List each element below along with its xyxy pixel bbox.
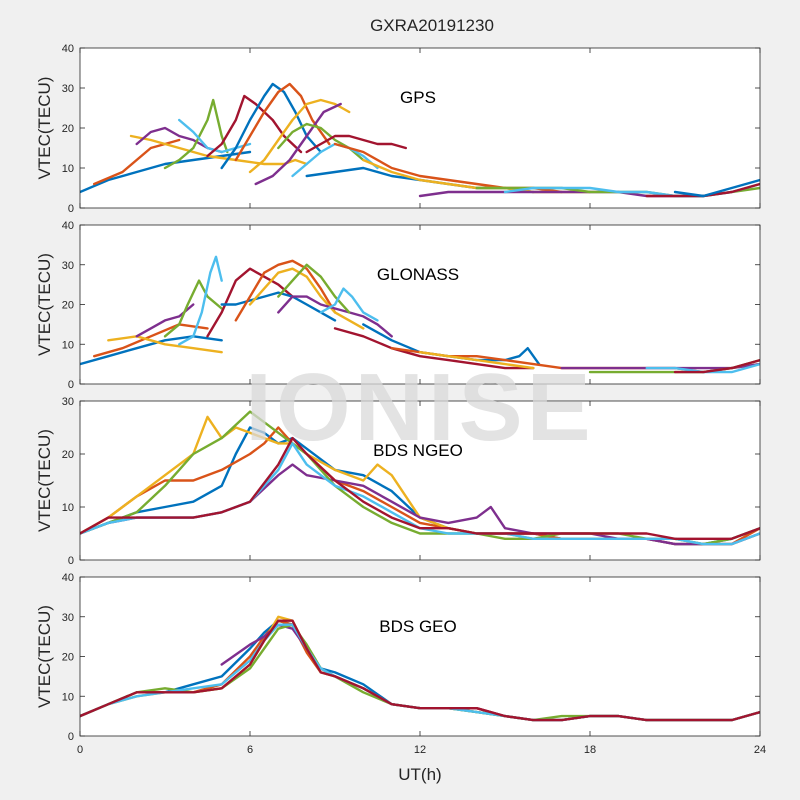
series-group: [80, 255, 760, 374]
series-line: [220, 291, 337, 322]
y-tick-label: 0: [68, 203, 74, 215]
y-tick-label: 10: [62, 502, 74, 514]
series-line: [178, 255, 223, 346]
y-tick-label: 20: [62, 449, 74, 461]
x-tick-label: 12: [414, 744, 426, 756]
y-tick-label: 40: [62, 572, 74, 584]
y-axis-label: VTEC(TECU): [35, 605, 54, 708]
series-group: [80, 410, 760, 546]
y-tick-label: 30: [62, 83, 74, 95]
series-line: [673, 358, 760, 374]
axes-background: [80, 577, 760, 736]
panel-gps: 0 10 20 30 40 VTEC(TECU) GPS: [35, 43, 761, 215]
y-tick-label: 0: [68, 731, 74, 743]
y-tick-label: 30: [62, 612, 74, 624]
y-tick-label: 10: [62, 339, 74, 351]
watermark: IONISE: [245, 354, 594, 461]
series-line: [80, 436, 760, 540]
panel-glonass: 0 10 20 30 40 VTEC(TECU) GLONASS: [35, 220, 761, 391]
y-axis-label: VTEC(TECU): [35, 429, 54, 532]
y-tick-label: 0: [68, 379, 74, 391]
y-tick-label: 10: [62, 163, 74, 175]
y-tick-label: 20: [62, 123, 74, 135]
y-axis-label: VTEC(TECU): [35, 77, 54, 180]
series-line: [254, 102, 342, 186]
series-line: [234, 82, 331, 162]
y-axis-label: VTEC(TECU): [35, 253, 54, 356]
panel-label: GPS: [400, 88, 436, 107]
series-line: [319, 287, 379, 322]
series-line: [93, 323, 209, 358]
figure-title: GXRA20191230: [370, 16, 494, 35]
y-tick-label: 10: [62, 691, 74, 703]
y-tick-label: 20: [62, 652, 74, 664]
axes-background: [80, 48, 760, 208]
y-tick-label: 30: [62, 396, 74, 408]
series-line: [107, 335, 223, 354]
panel-label: GLONASS: [377, 265, 459, 284]
series-line: [673, 178, 760, 198]
series-line: [80, 150, 252, 194]
y-tick-label: 40: [62, 43, 74, 55]
series-line: [418, 351, 535, 370]
series-line: [220, 82, 322, 170]
x-tick-label: 6: [247, 744, 253, 756]
series-line: [248, 98, 351, 174]
series-line: [163, 98, 229, 170]
series-line: [80, 619, 760, 722]
series-line: [234, 259, 337, 322]
series-line: [80, 335, 223, 366]
y-tick-label: 40: [62, 220, 74, 232]
y-tick-label: 30: [62, 260, 74, 272]
panels: 0 10 20 30 40 VTEC(TECU) GPS 0 10 20 30 40 VTEC(TECU…: [35, 43, 766, 756]
panel-label: BDS GEO: [379, 617, 456, 636]
series-group: [80, 82, 760, 198]
x-tick-label: 24: [754, 744, 766, 756]
x-tick-label: 0: [77, 744, 83, 756]
panel-bds-ngeo: 0 10 20 30 VTEC(TECU) BDS NGEO: [35, 396, 761, 567]
panel-bds-geo: 0 10 20 30 40 0 6 12 18 24 VTEC(TECU) BDS GEO: [35, 572, 766, 756]
series-line: [248, 267, 365, 330]
series-line: [163, 279, 223, 338]
series-line: [277, 295, 393, 338]
panel-label: BDS NGEO: [373, 441, 463, 460]
x-tick-label: 18: [584, 744, 596, 756]
series-group: [80, 615, 760, 722]
series-line: [333, 327, 535, 370]
series-line: [80, 410, 760, 546]
series-line: [206, 267, 294, 338]
x-axis-label: UT(h): [398, 765, 441, 784]
y-tick-label: 20: [62, 300, 74, 312]
y-tick-label: 0: [68, 555, 74, 567]
series-line: [305, 134, 407, 154]
